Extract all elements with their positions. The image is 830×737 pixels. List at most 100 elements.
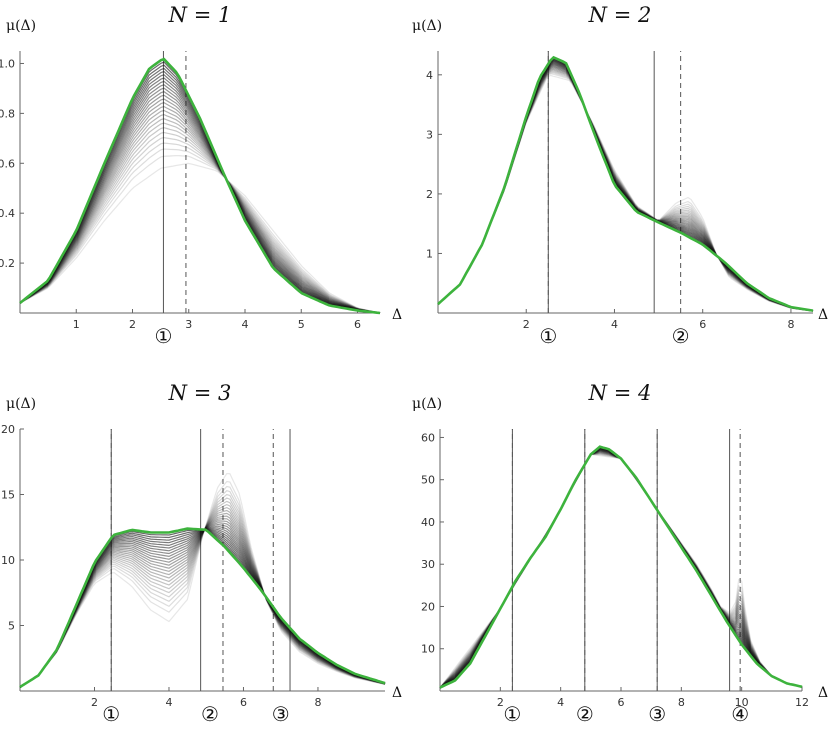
series-line-family bbox=[19, 497, 386, 688]
series-line-family bbox=[19, 67, 381, 314]
series-line-family bbox=[19, 503, 386, 688]
series-line-family bbox=[437, 61, 814, 312]
y-tick-label: 10 bbox=[1, 554, 15, 567]
series-line-family bbox=[19, 518, 386, 688]
circled-marker: ② bbox=[672, 324, 690, 348]
series-line-green bbox=[19, 57, 381, 315]
y-tick-label: 1.0 bbox=[0, 57, 15, 70]
x-axis-label: Δ bbox=[392, 685, 402, 701]
x-tick-label: 4 bbox=[611, 318, 618, 331]
series-line-family bbox=[19, 136, 381, 314]
circled-marker: ① bbox=[503, 702, 521, 726]
series-line-family bbox=[19, 94, 381, 314]
y-tick-label: 0.8 bbox=[0, 107, 15, 120]
circled-marker: ④ bbox=[731, 702, 749, 726]
y-tick-label: 15 bbox=[1, 489, 15, 502]
series-line-family bbox=[19, 98, 381, 314]
x-tick-label: 4 bbox=[242, 318, 249, 331]
series-line-family bbox=[437, 60, 814, 312]
circled-marker: ① bbox=[539, 324, 557, 348]
chart-title: N = 1 bbox=[168, 3, 232, 27]
series-line-family bbox=[19, 515, 386, 688]
series-line-family bbox=[19, 522, 386, 688]
series-line-family bbox=[19, 109, 381, 314]
x-tick-label: 2 bbox=[91, 696, 98, 709]
series-line-family bbox=[19, 91, 381, 314]
series-line-green bbox=[19, 527, 386, 689]
y-tick-label: 40 bbox=[421, 516, 435, 529]
chart-panel-1: N = 1 μ(Δ) Δ 1 2 3 4 5 6 0.2 0.4 0.6 0.8 1.0 ① bbox=[0, 3, 402, 348]
x-tick-label: 1 bbox=[73, 318, 80, 331]
y-axis-label: μ(Δ) bbox=[6, 18, 36, 34]
chart-panel-3: N = 3 μ(Δ) Δ 2 4 6 8 5 10 15 20 ① ② ③ bbox=[1, 381, 402, 726]
series-line-family bbox=[19, 520, 386, 688]
y-tick-label: 3 bbox=[426, 128, 433, 141]
series-line-family bbox=[437, 57, 814, 312]
x-tick-label: 6 bbox=[354, 318, 361, 331]
series-line-family bbox=[19, 512, 386, 688]
series-line-family bbox=[19, 490, 386, 688]
circled-marker: ② bbox=[576, 702, 594, 726]
series-line-family bbox=[19, 506, 386, 688]
y-tick-label: 0.4 bbox=[0, 207, 15, 220]
series-line-family bbox=[19, 61, 381, 314]
circled-marker: ③ bbox=[272, 702, 290, 726]
chart-title: N = 4 bbox=[588, 381, 652, 405]
series-line-family bbox=[19, 118, 381, 314]
y-axis-label: μ(Δ) bbox=[6, 396, 36, 412]
series-line-family bbox=[19, 509, 386, 688]
series-line-green bbox=[437, 55, 814, 312]
series-line-family bbox=[19, 500, 386, 688]
series-line-family bbox=[19, 480, 386, 688]
series-line-green bbox=[439, 445, 803, 689]
x-tick-label: 4 bbox=[557, 696, 564, 709]
y-tick-label: 20 bbox=[1, 423, 15, 436]
y-tick-label: 1 bbox=[426, 247, 433, 260]
chart-title: N = 3 bbox=[168, 381, 232, 405]
y-tick-label: 4 bbox=[426, 69, 433, 82]
y-tick-label: 20 bbox=[421, 600, 435, 613]
series-line-family bbox=[19, 122, 381, 314]
series-line-family bbox=[19, 70, 381, 314]
x-tick-label: 6 bbox=[240, 696, 247, 709]
y-tick-label: 5 bbox=[8, 620, 15, 633]
series-line-family bbox=[437, 61, 814, 312]
series-line-family bbox=[19, 127, 381, 314]
series-line-family bbox=[19, 142, 381, 314]
y-tick-label: 2 bbox=[426, 188, 433, 201]
series-line-family bbox=[19, 472, 386, 688]
y-axis-label: μ(Δ) bbox=[412, 396, 442, 412]
circled-marker: ① bbox=[154, 324, 172, 348]
x-tick-label: 2 bbox=[523, 318, 530, 331]
series-line-family bbox=[19, 493, 386, 688]
series-line-family bbox=[19, 162, 381, 314]
series-line-family bbox=[19, 58, 381, 314]
y-axis-label: μ(Δ) bbox=[412, 18, 442, 34]
x-axis-label: Δ bbox=[818, 307, 828, 323]
series-line-family bbox=[19, 102, 381, 314]
series-line-family bbox=[19, 148, 381, 314]
x-tick-label: 3 bbox=[185, 318, 192, 331]
series-line-family bbox=[437, 57, 814, 312]
series-line-family bbox=[19, 64, 381, 314]
chart-panel-2: N = 2 μ(Δ) Δ 2 4 6 8 1 2 3 4 ① ② bbox=[412, 3, 828, 348]
x-tick-label: 6 bbox=[618, 696, 625, 709]
x-tick-label: 10 bbox=[735, 696, 749, 709]
y-tick-label: 0.6 bbox=[0, 157, 15, 170]
x-tick-label: 12 bbox=[795, 696, 809, 709]
series-line-family bbox=[19, 77, 381, 314]
x-tick-label: 8 bbox=[314, 696, 321, 709]
circled-marker: ① bbox=[102, 702, 120, 726]
y-tick-label: 10 bbox=[421, 643, 435, 656]
y-tick-label: 60 bbox=[421, 431, 435, 444]
series-line-family bbox=[437, 56, 814, 312]
x-tick-label: 4 bbox=[165, 696, 172, 709]
series-line-family bbox=[19, 74, 381, 314]
x-axis-label: Δ bbox=[392, 307, 402, 323]
series-line-family bbox=[437, 69, 814, 312]
circled-marker: ② bbox=[201, 702, 219, 726]
y-tick-label: 30 bbox=[421, 558, 435, 571]
x-tick-label: 8 bbox=[678, 696, 685, 709]
x-tick-label: 8 bbox=[787, 318, 794, 331]
